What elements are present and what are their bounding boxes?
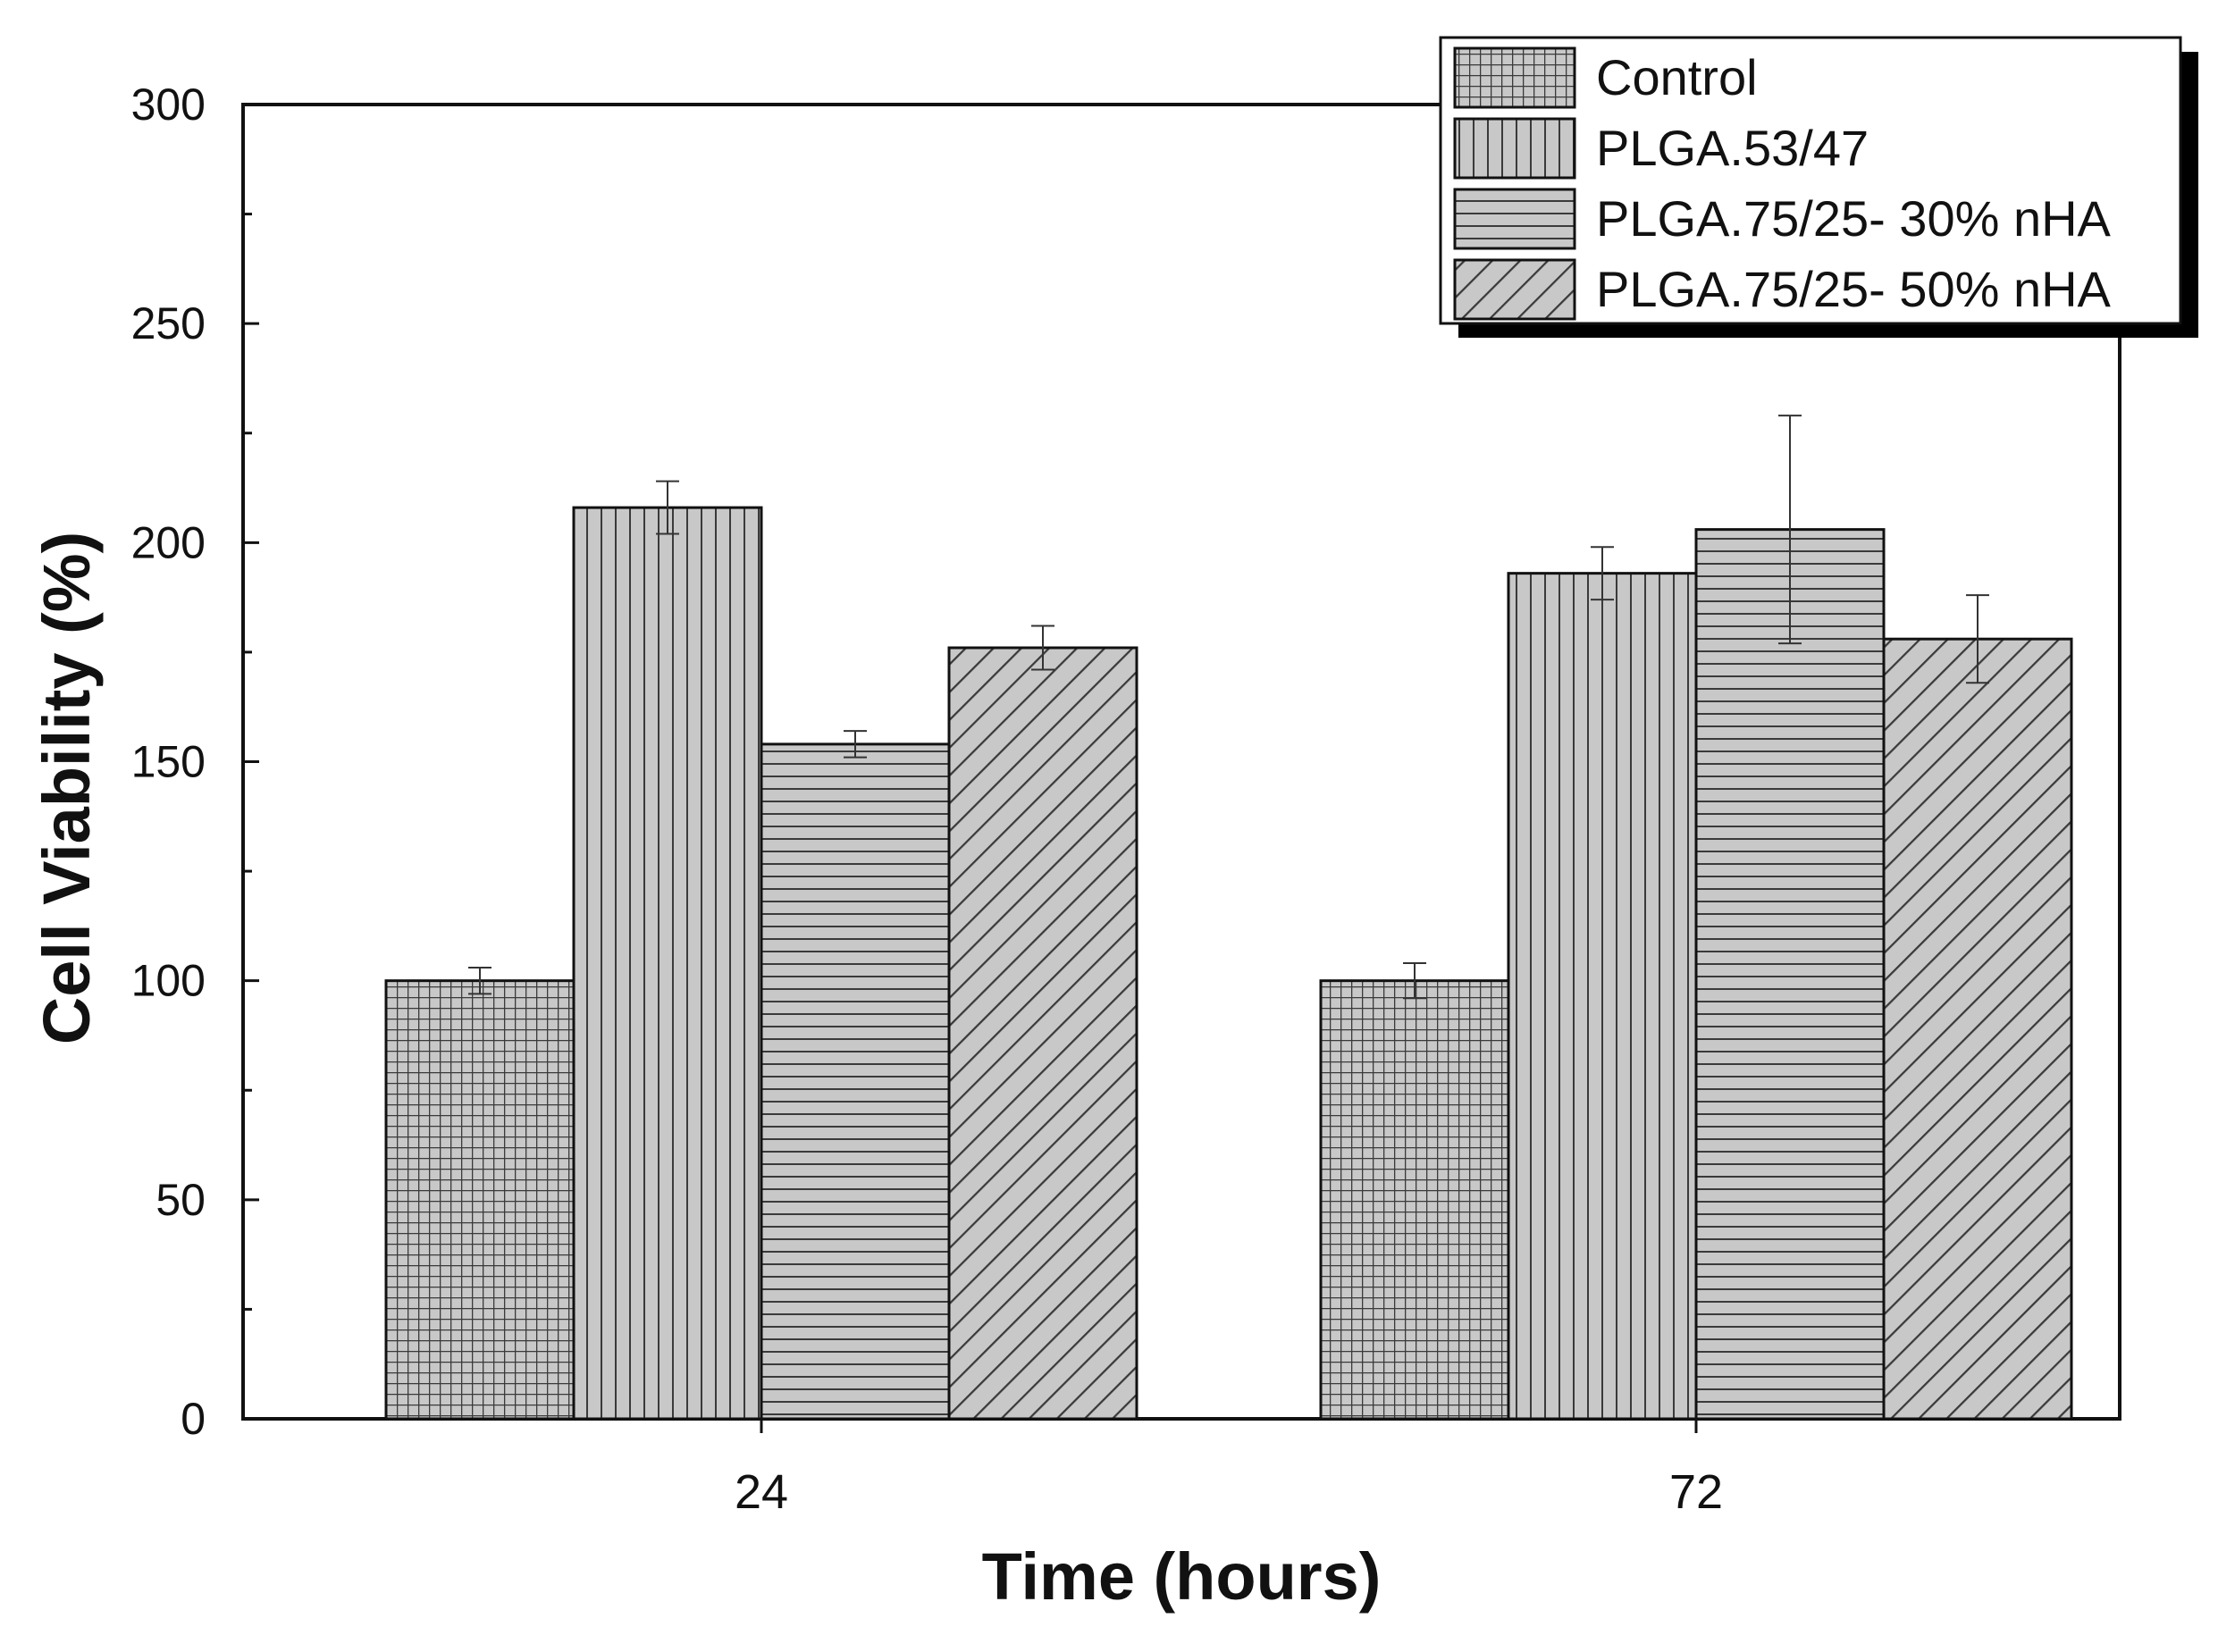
y-tick-label: 150 [131, 737, 206, 787]
bar-PLGA.75/25- 50% nHA [1882, 637, 2073, 1421]
y-tick-label: 200 [131, 517, 206, 567]
y-axis-title: Cell Viability (%) [29, 532, 104, 1044]
bar-PLGA.53/47 [1507, 572, 1698, 1421]
legend-label: Control [1596, 49, 1758, 105]
x-axis-ticks: 24 72 [735, 1419, 1723, 1519]
bar-Control [1319, 979, 1510, 1421]
x-axis-title: Time (hours) [982, 1539, 1382, 1614]
x-tick-label: 24 [735, 1465, 788, 1519]
legend-swatch [1453, 46, 1576, 109]
y-tick-label: 50 [155, 1175, 206, 1225]
legend-label: PLGA.75/25- 30% nHA [1596, 190, 2112, 247]
bars [384, 506, 2073, 1421]
legend-swatch [1453, 117, 1576, 180]
legend-label: PLGA.53/47 [1596, 120, 1869, 176]
legend: Control PLGA.53/47 PLGA.75/25- 30% nHA PLGA… [1439, 36, 2198, 338]
y-tick-label: 100 [131, 956, 206, 1006]
bar-PLGA.75/25- 30% nHA [1694, 528, 1886, 1421]
bar-Control [384, 979, 576, 1421]
y-tick-label: 0 [181, 1394, 206, 1444]
legend-swatch [1453, 258, 1576, 321]
bar-PLGA.53/47 [572, 506, 763, 1421]
legend-items: Control PLGA.53/47 PLGA.75/25- 30% nHA PLGA… [1453, 46, 2112, 321]
legend-label: PLGA.75/25- 50% nHA [1596, 261, 2112, 317]
error-bars [468, 415, 1989, 1000]
y-axis-ticks: 0 50 100 150 200 250 300 [131, 80, 259, 1444]
x-tick-label: 72 [1669, 1465, 1723, 1519]
y-tick-label: 250 [131, 298, 206, 348]
y-tick-label: 300 [131, 80, 206, 130]
bar-PLGA.75/25- 30% nHA [760, 742, 951, 1421]
legend-swatch [1453, 188, 1576, 250]
bar-PLGA.75/25- 50% nHA [947, 646, 1138, 1421]
